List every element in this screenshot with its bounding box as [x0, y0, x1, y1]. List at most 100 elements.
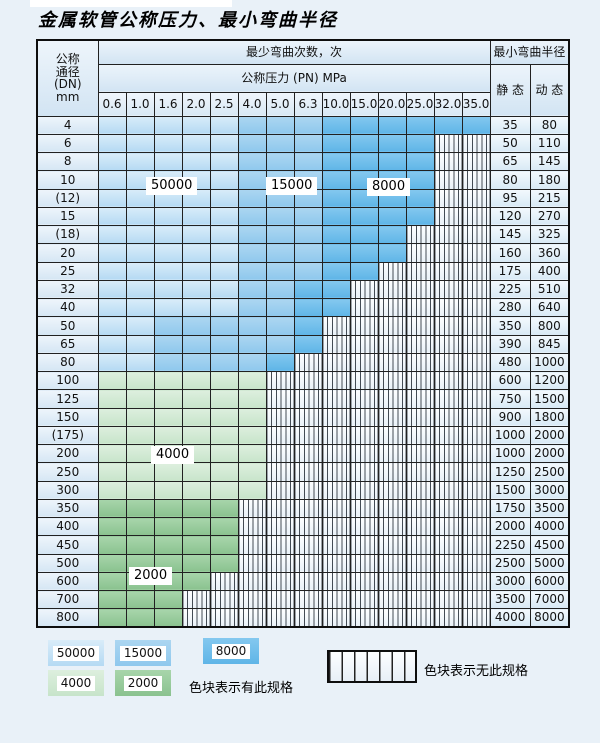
- cycle-cell-dn80-pn1.6: [153, 352, 183, 373]
- cycle-cell-dn400-pn20.0: [377, 516, 407, 537]
- cycle-cell-dn150-pn5.0: [265, 407, 295, 427]
- cycle-cell-dn300-pn15.0: [349, 480, 379, 500]
- cycle-cell-dn50-pn35.0: [461, 316, 491, 336]
- cycle-cell-dn(18)-pn5.0: [265, 224, 295, 245]
- dn-cell: 350: [36, 498, 99, 519]
- cycle-cell-dn150-pn1.0: [125, 407, 155, 427]
- cycle-cell-dn100-pn15.0: [349, 370, 379, 391]
- cycle-cell-dn15-pn20.0: [377, 206, 407, 227]
- dynamic-radius-cell: 2000: [529, 443, 570, 464]
- cycle-cell-dn500-pn6.3: [293, 553, 323, 573]
- cycle-cell-dn4-pn1.0: [125, 115, 155, 135]
- dn-cell: 150: [36, 407, 99, 427]
- cycle-cell-dn8-pn1.6: [153, 151, 183, 172]
- cycle-cell-dn65-pn25.0: [405, 334, 435, 354]
- cycle-cell-dn32-pn10.0: [321, 279, 351, 300]
- table-row: 800 4000 8000: [36, 608, 570, 628]
- cycle-cell-dn80-pn2.5: [209, 352, 239, 373]
- cycle-cell-dn300-pn32.0: [433, 480, 463, 500]
- cycle-cell-dn25-pn0.6: [97, 261, 127, 281]
- cycle-cell-dn350-pn5.0: [265, 498, 295, 519]
- cycle-cell-dn20-pn2.5: [209, 243, 239, 263]
- cycle-cell-dn500-pn32.0: [433, 553, 463, 573]
- cycle-cell-dn350-pn25.0: [405, 498, 435, 519]
- cycle-cell-dn200-pn35.0: [461, 443, 491, 464]
- cycle-cell-dn(18)-pn0.6: [97, 224, 127, 245]
- dynamic-radius-cell: 215: [529, 188, 570, 208]
- cycle-cell-dn800-pn25.0: [405, 608, 435, 628]
- cycle-cell-dn400-pn6.3: [293, 516, 323, 537]
- static-radius-cell: 1750: [489, 498, 531, 519]
- cycle-cell-dn100-pn6.3: [293, 370, 323, 391]
- cycle-cell-dn800-pn35.0: [461, 608, 491, 628]
- cycle-cell-dn250-pn20.0: [377, 462, 407, 482]
- cycle-cell-dn32-pn2.0: [181, 279, 211, 300]
- cycle-cell-dn50-pn1.6: [153, 316, 183, 336]
- spec-table: 公称 通径 (DN) mm 最少弯曲次数，次 最小弯曲半径 公称压力 (PN) MPa 静 态…: [36, 39, 571, 628]
- cycle-cell-dn125-pn10.0: [321, 389, 351, 409]
- cycle-cell-dn500-pn10.0: [321, 553, 351, 573]
- dn-cell: 32: [36, 279, 99, 300]
- cycle-cell-dn(12)-pn2.5: [209, 188, 239, 208]
- cycle-cell-dn80-pn15.0: [349, 352, 379, 373]
- cycle-cell-dn(12)-pn4.0: [237, 188, 267, 208]
- cycle-cell-dn450-pn6.3: [293, 535, 323, 555]
- cycle-cell-dn700-pn4.0: [237, 589, 267, 610]
- cycle-cell-dn10-pn2.5: [209, 170, 239, 190]
- cycle-cell-dn15-pn2.0: [181, 206, 211, 227]
- static-radius-cell: 2250: [489, 535, 531, 555]
- cycle-cell-dn15-pn0.6: [97, 206, 127, 227]
- table-row: 25 175 400: [36, 261, 570, 281]
- cycle-cell-dn(18)-pn1.6: [153, 224, 183, 245]
- cycle-cell-dn200-pn4.0: [237, 443, 267, 464]
- cycle-cell-dn150-pn20.0: [377, 407, 407, 427]
- cycle-cell-dn700-pn32.0: [433, 589, 463, 610]
- static-radius-cell: 600: [489, 370, 531, 391]
- cycle-cell-dn15-pn25.0: [405, 206, 435, 227]
- cycle-cell-dn(175)-pn15.0: [349, 425, 379, 446]
- static-radius-cell: 175: [489, 261, 531, 281]
- cycle-cell-dn700-pn10.0: [321, 589, 351, 610]
- cycle-cell-dn80-pn4.0: [237, 352, 267, 373]
- table-row: 500 2500 5000: [36, 553, 570, 573]
- cycle-cell-dn(18)-pn4.0: [237, 224, 267, 245]
- cycle-cell-dn40-pn2.0: [181, 297, 211, 318]
- cycle-cell-dn500-pn35.0: [461, 553, 491, 573]
- cycle-cell-dn20-pn20.0: [377, 243, 407, 263]
- table-row: 400 2000 4000: [36, 516, 570, 537]
- cycle-cell-dn450-pn1.0: [125, 535, 155, 555]
- cycle-cell-dn65-pn35.0: [461, 334, 491, 354]
- cycle-cell-dn350-pn1.6: [153, 498, 183, 519]
- cycle-cell-dn700-pn2.5: [209, 589, 239, 610]
- cycle-cell-dn150-pn35.0: [461, 407, 491, 427]
- cycle-cell-dn15-pn2.5: [209, 206, 239, 227]
- cycles-header: 最少弯曲次数，次: [97, 39, 491, 65]
- cycle-cell-dn300-pn35.0: [461, 480, 491, 500]
- cycle-cell-dn600-pn35.0: [461, 571, 491, 592]
- table-row: 8 65 145: [36, 151, 570, 172]
- zone-label-8000: 8000: [367, 178, 411, 196]
- cycle-cell-dn80-pn5.0: [265, 352, 295, 373]
- cycle-cell-dn150-pn15.0: [349, 407, 379, 427]
- dynamic-radius-cell: 2000: [529, 425, 570, 446]
- cycle-cell-dn800-pn4.0: [237, 608, 267, 628]
- cycle-cell-dn250-pn2.5: [209, 462, 239, 482]
- cycle-cell-dn8-pn2.5: [209, 151, 239, 172]
- cycle-cell-dn700-pn6.3: [293, 589, 323, 610]
- cycle-cell-dn80-pn1.0: [125, 352, 155, 373]
- cycle-cell-dn(18)-pn20.0: [377, 224, 407, 245]
- static-radius-cell: 1000: [489, 425, 531, 446]
- cycle-cell-dn200-pn6.3: [293, 443, 323, 464]
- cycle-cell-dn300-pn20.0: [377, 480, 407, 500]
- dynamic-radius-cell: 640: [529, 297, 570, 318]
- pressure-col-0.6: 0.6: [97, 91, 127, 117]
- cycle-cell-dn600-pn10.0: [321, 571, 351, 592]
- cycle-cell-dn350-pn20.0: [377, 498, 407, 519]
- cycle-cell-dn65-pn1.6: [153, 334, 183, 354]
- cycle-cell-dn6-pn1.0: [125, 133, 155, 154]
- cycle-cell-dn8-pn10.0: [321, 151, 351, 172]
- cycle-cell-dn125-pn4.0: [237, 389, 267, 409]
- dn-cell: 200: [36, 443, 99, 464]
- pressure-col-25.0: 25.0: [405, 91, 435, 117]
- cycle-cell-dn6-pn2.5: [209, 133, 239, 154]
